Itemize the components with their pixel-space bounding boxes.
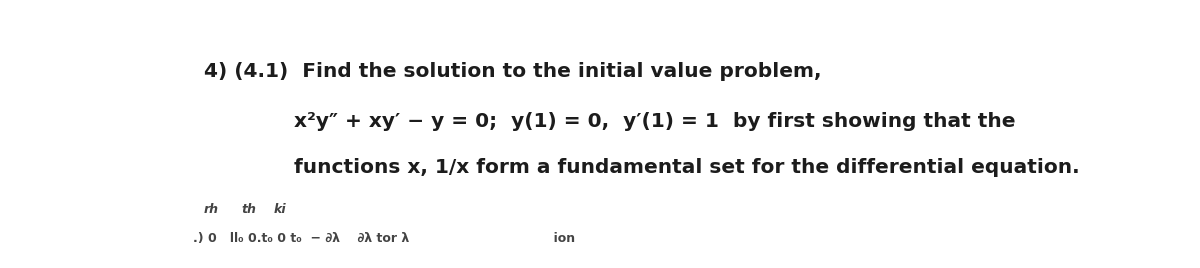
Text: x²y″ + xy′ − y = 0;  y(1) = 0,  y′(1) = 1  by first showing that the: x²y″ + xy′ − y = 0; y(1) = 0, y′(1) = 1 … bbox=[294, 111, 1015, 131]
Text: functions x, 1/x form a fundamental set for the differential equation.: functions x, 1/x form a fundamental set … bbox=[294, 158, 1080, 177]
Text: ki: ki bbox=[274, 203, 287, 217]
Text: .) 0   ll₀ 0.t₀ 0 t₀  − ∂λ    ∂λ tor λ                                 ion: .) 0 ll₀ 0.t₀ 0 t₀ − ∂λ ∂λ tor λ ion bbox=[193, 232, 575, 245]
Text: 4) (4.1)  Find the solution to the initial value problem,: 4) (4.1) Find the solution to the initia… bbox=[204, 62, 822, 81]
Text: rh: rh bbox=[204, 203, 218, 217]
Text: th: th bbox=[241, 203, 256, 217]
